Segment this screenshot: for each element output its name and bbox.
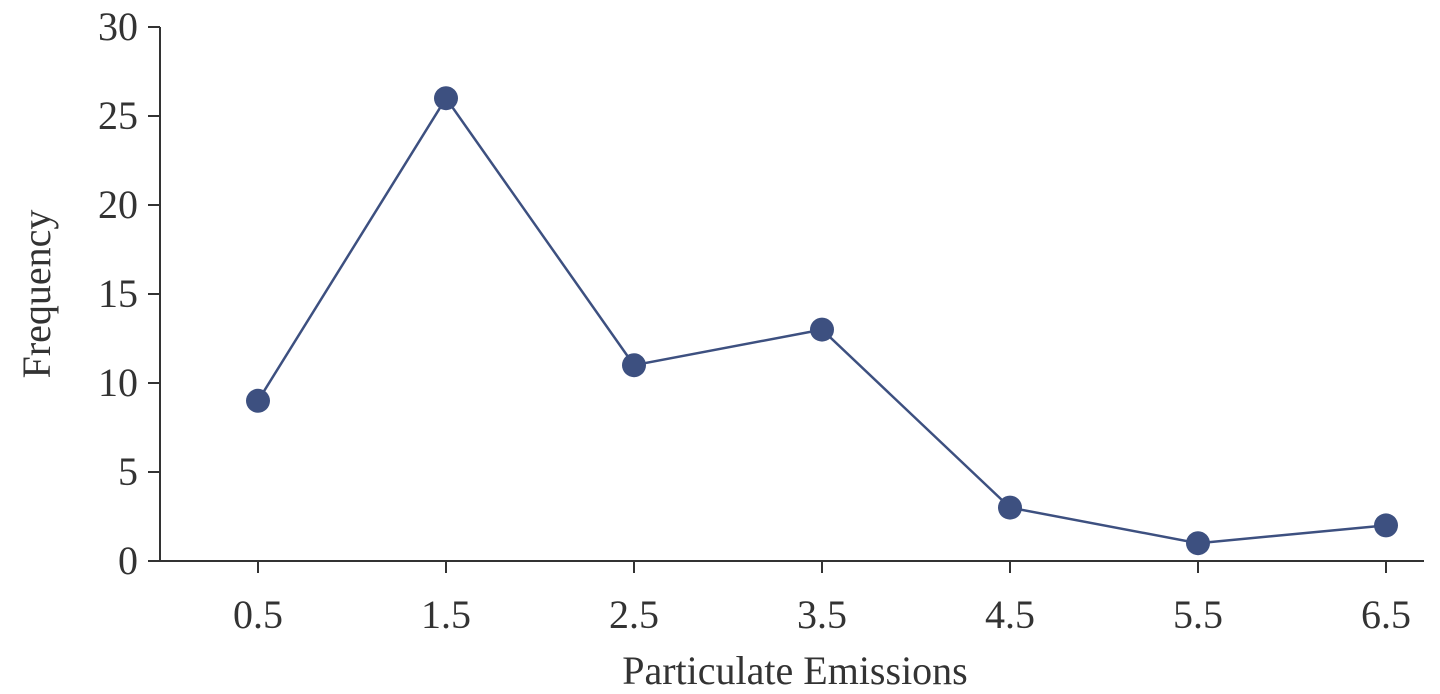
x-tick-label: 3.5 [797,592,847,637]
data-point [1374,513,1398,538]
y-ticks: 0 5 10 15 20 25 30 [98,4,160,583]
y-tick-label: 25 [98,93,138,138]
y-tick-label: 30 [98,4,138,49]
y-tick-label: 10 [98,360,138,405]
x-tick-label: 0.5 [233,592,283,637]
data-point [810,317,834,342]
x-axis-title: Particulate Emissions [622,648,968,693]
data-point [434,86,458,111]
x-tick-label: 4.5 [985,592,1035,637]
y-tick-label: 0 [118,538,138,583]
y-axis-title: Frequency [14,210,59,379]
x-tick-label: 6.5 [1361,592,1411,637]
axes-layer [148,27,1424,562]
data-point [998,495,1022,520]
x-ticks: 0.5 1.5 2.5 3.5 4.5 5.5 6.5 [233,561,1411,637]
data-point [1186,531,1210,556]
x-tick-label: 5.5 [1173,592,1223,637]
data-point [622,353,646,378]
x-tick-label: 1.5 [421,592,471,637]
data-point [246,388,270,413]
y-tick-label: 20 [98,182,138,227]
y-tick-label: 5 [118,449,138,494]
x-tick-label: 2.5 [609,592,659,637]
series-layer [246,86,1398,556]
y-tick-label: 15 [98,271,138,316]
